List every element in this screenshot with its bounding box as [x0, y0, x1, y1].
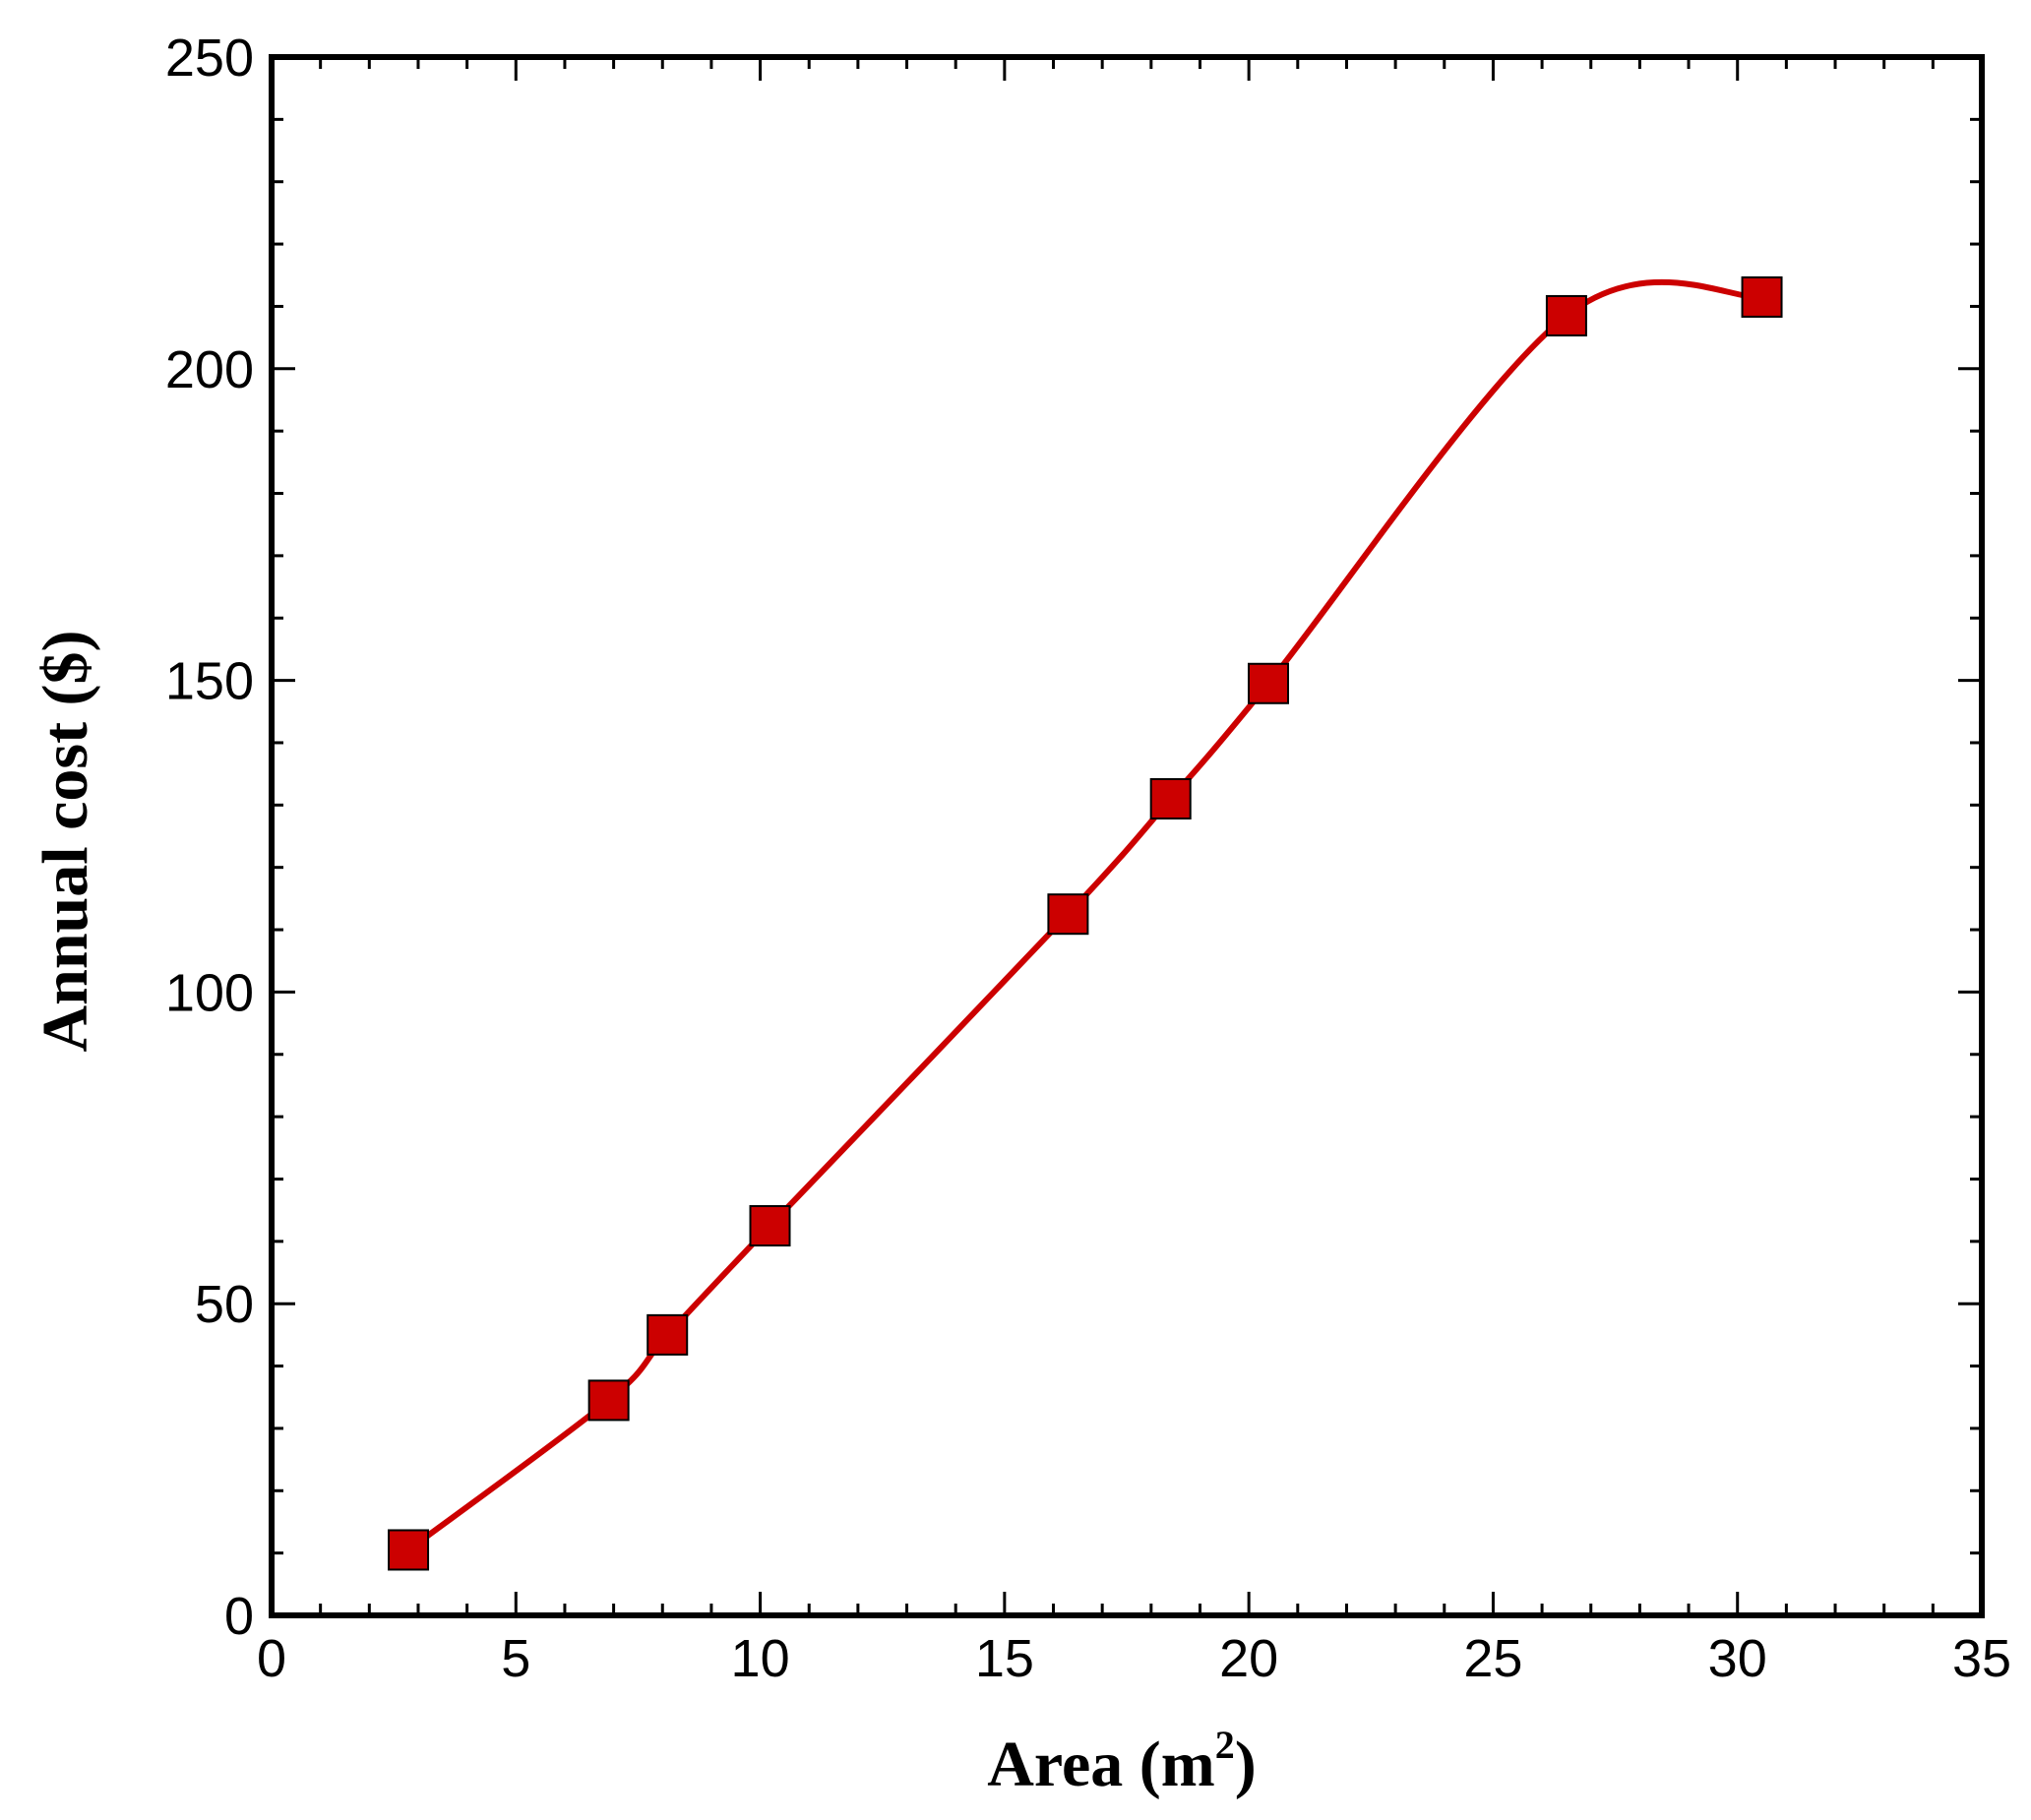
x-tick-label: 30: [1708, 1629, 1767, 1688]
x-tick-label: 25: [1463, 1629, 1522, 1688]
data-point-marker: [1047, 893, 1089, 936]
data-point-marker: [749, 1205, 791, 1246]
x-tick-label: 20: [1219, 1629, 1278, 1688]
series-marker-layer: [388, 275, 1783, 1571]
tick-labels: 0 5 10 15 20 25 30 35 0 50 100 150 200 250: [165, 29, 2011, 1688]
x-axis-title-suffix: ): [1235, 1729, 1257, 1800]
y-tick-label: 150: [165, 652, 254, 711]
y-tick-label: 250: [165, 29, 254, 88]
y-axis-title: Annual cost ($): [30, 630, 101, 1052]
x-tick-label: 10: [731, 1629, 790, 1688]
data-point-marker: [1545, 294, 1587, 336]
data-point-marker: [646, 1313, 689, 1356]
x-axis-title: Area (m2): [987, 1723, 1257, 1800]
x-axis-title-prefix: Area (m: [987, 1729, 1215, 1800]
x-tick-label: 15: [975, 1629, 1034, 1688]
x-tick-label: 35: [1952, 1629, 2011, 1688]
x-tick-label: 0: [257, 1629, 286, 1688]
plot-frame: [269, 54, 1985, 1618]
x-axis-title-superscript: 2: [1215, 1723, 1235, 1767]
data-point-marker: [1741, 275, 1783, 318]
data-point-marker: [1248, 662, 1290, 704]
y-tick-label: 100: [165, 963, 254, 1022]
data-point-marker: [1149, 777, 1192, 819]
y-tick-label: 50: [195, 1275, 254, 1334]
y-tick-label: 200: [165, 340, 254, 399]
x-tick-label: 5: [501, 1629, 530, 1688]
data-point-marker: [587, 1379, 630, 1422]
data-point-marker: [388, 1529, 430, 1571]
y-tick-label: 0: [224, 1587, 254, 1646]
